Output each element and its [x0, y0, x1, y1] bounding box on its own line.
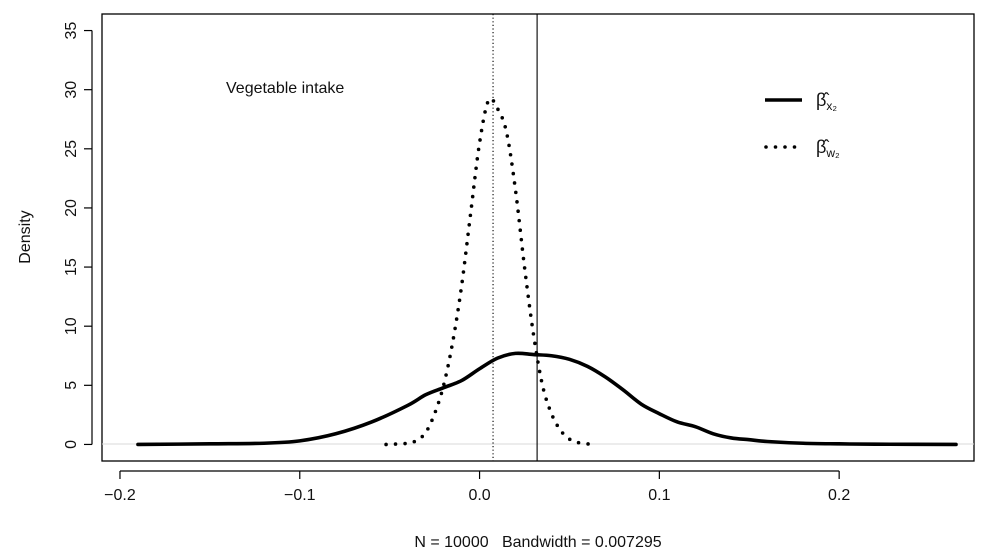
legend-label: β̂x₂	[816, 90, 837, 113]
x-tick-label: −0.2	[104, 487, 136, 504]
x-axis: −0.2 −0.1 0.0 0.1 0.2	[104, 470, 850, 504]
series-line-beta-x2	[136, 351, 958, 447]
panel-annotation: Vegetable intake	[226, 80, 344, 97]
y-tick-label: 5	[63, 381, 80, 390]
y-tick-label: 20	[63, 199, 80, 217]
reference-lines	[492, 14, 538, 461]
x-tick-label: −0.1	[284, 487, 316, 504]
x-tick-label: 0.2	[828, 487, 850, 504]
y-tick-label: 0	[63, 440, 80, 449]
y-tick-label: 30	[63, 81, 80, 99]
legend: β̂x₂ β̂w₂	[764, 90, 840, 160]
plot-frame	[101, 13, 975, 462]
series-layer	[136, 96, 958, 447]
x-axis-label: N = 10000 Bandwidth = 0.007295	[414, 534, 661, 551]
series-line-beta-w2	[384, 96, 595, 447]
y-axis-label: Density	[17, 210, 34, 263]
x-tick-label: 0.0	[468, 487, 490, 504]
y-tick-label: 35	[63, 22, 80, 40]
y-tick-label: 15	[63, 258, 80, 276]
x-tick-label: 0.1	[648, 487, 670, 504]
y-tick-label: 25	[63, 140, 80, 158]
y-axis: 0 5 10 15 20 25 30 35	[63, 22, 93, 449]
y-tick-label: 10	[63, 317, 80, 335]
legend-label: β̂w₂	[816, 137, 840, 160]
